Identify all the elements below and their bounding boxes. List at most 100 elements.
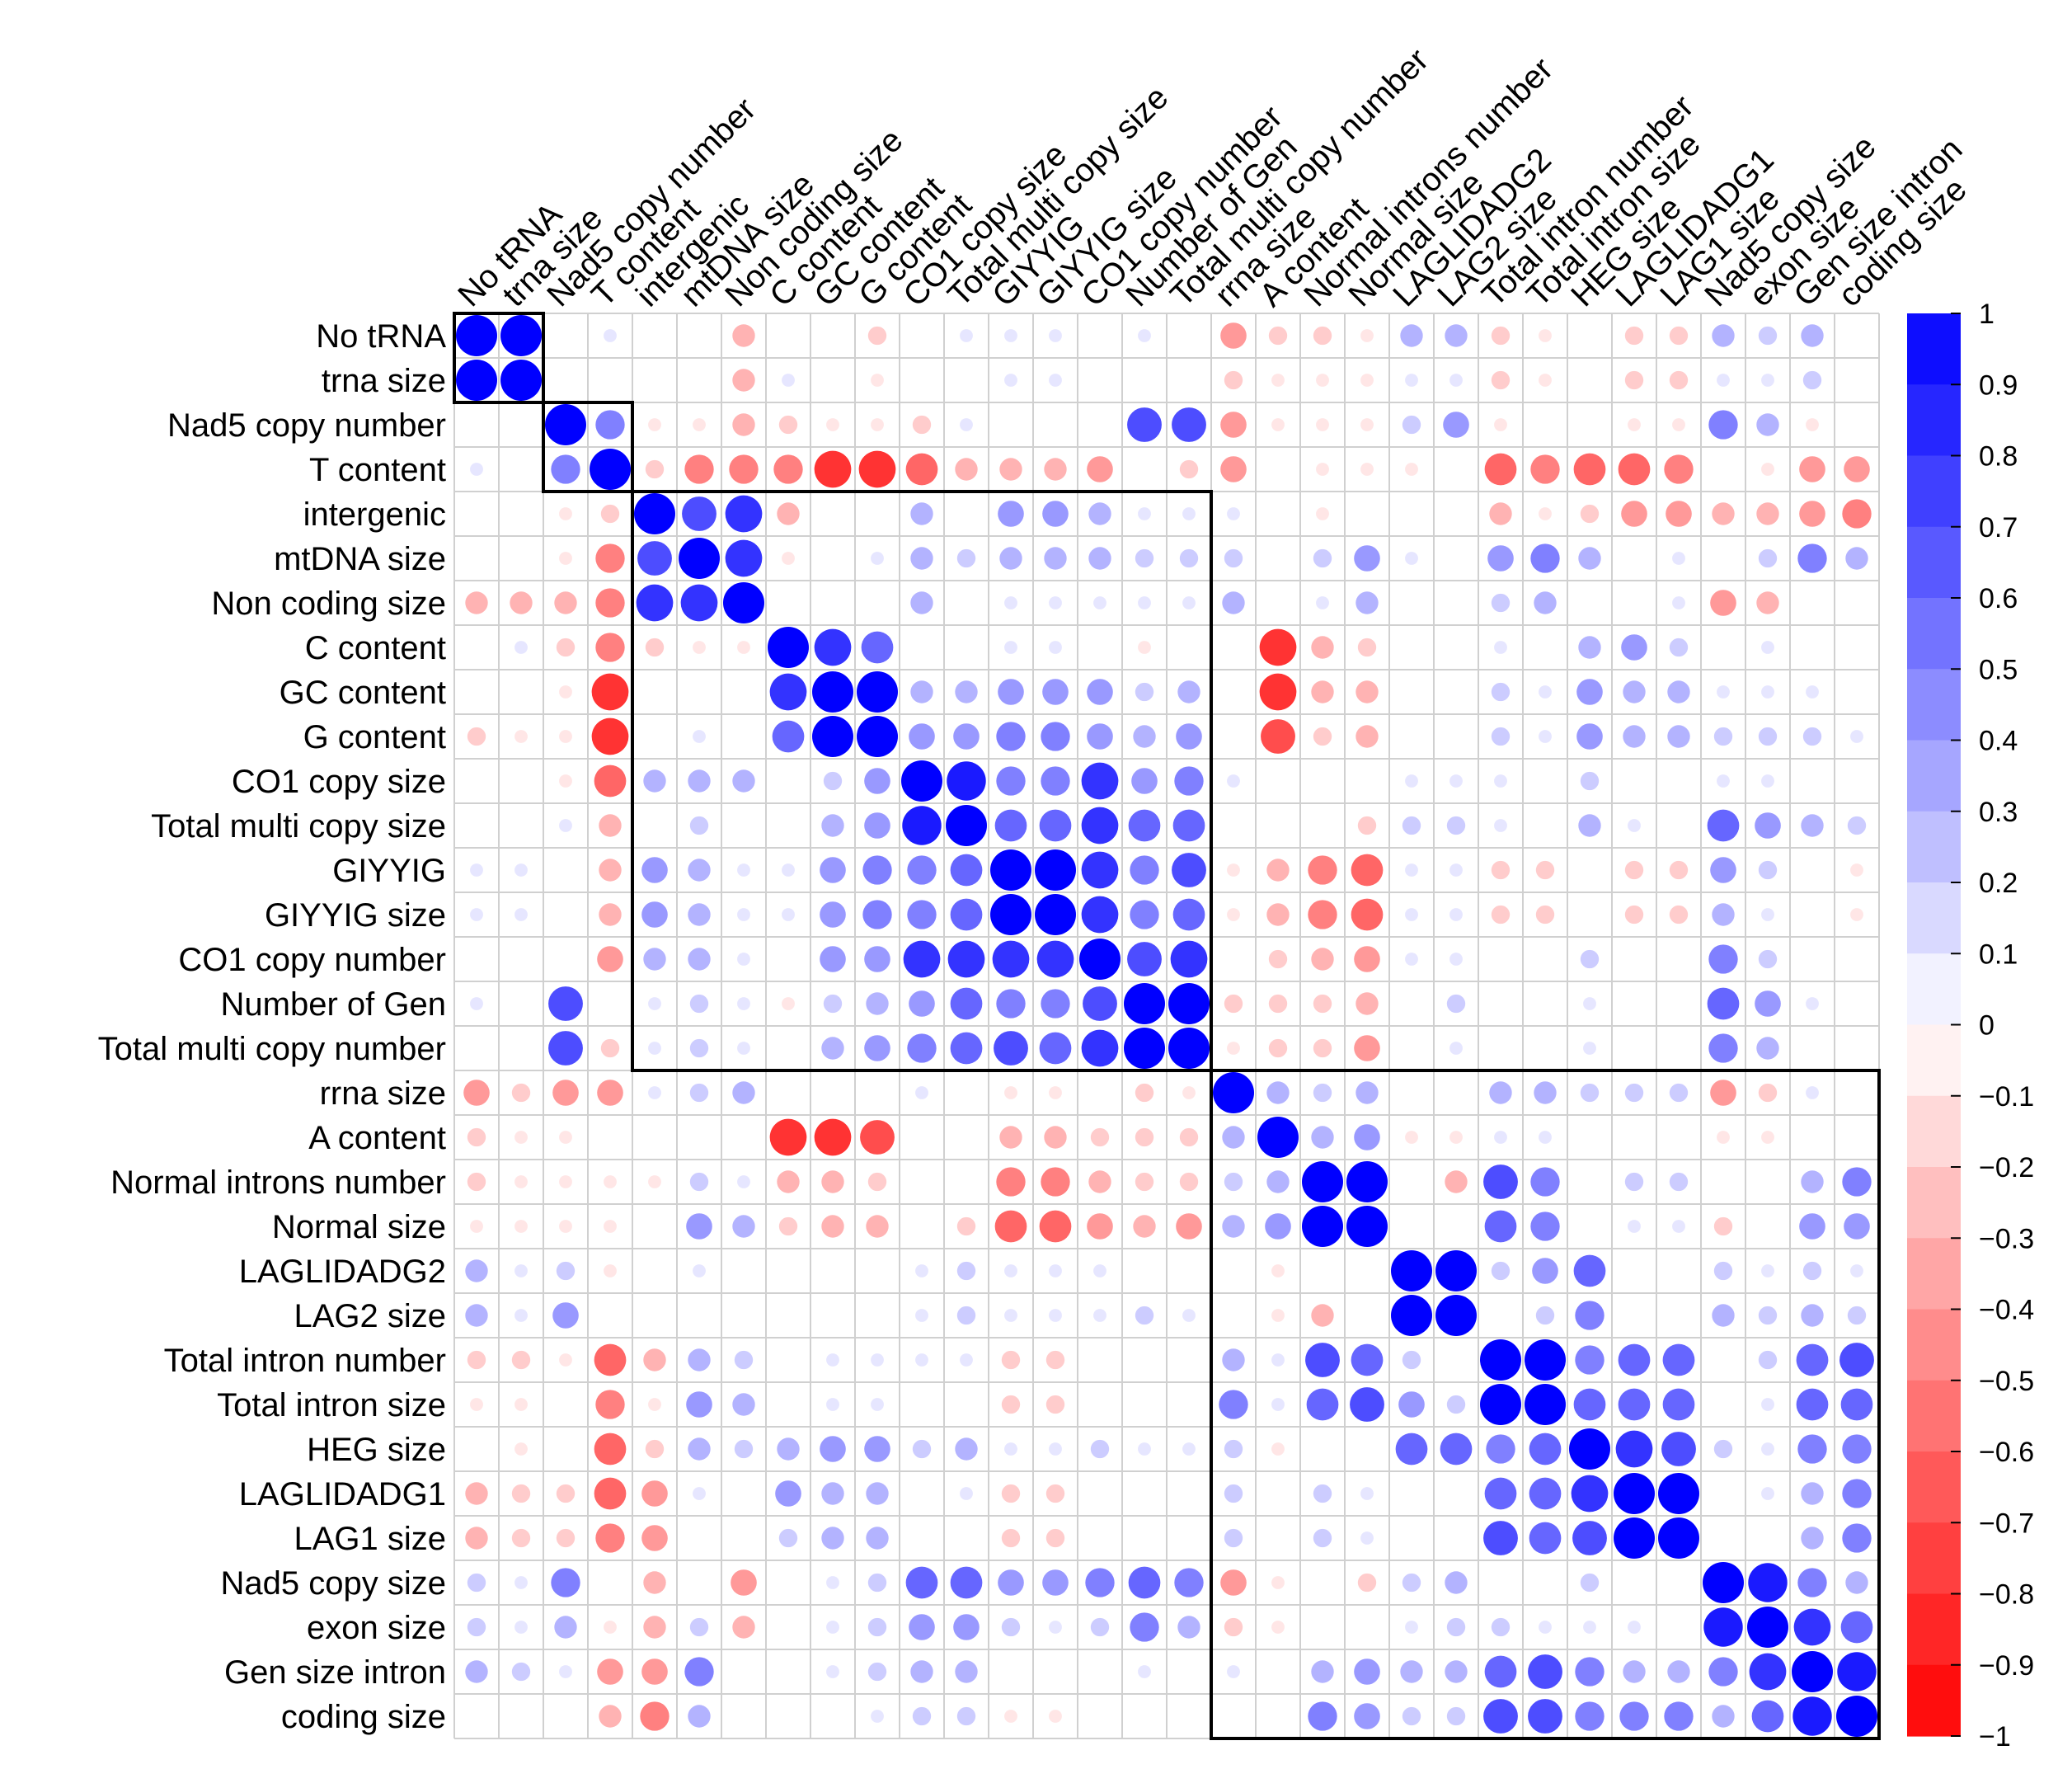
corr-circle-4-24 xyxy=(1484,453,1517,486)
corr-circle-18-23 xyxy=(1454,1090,1459,1095)
corr-circle-3-4 xyxy=(595,410,625,440)
corr-circle-12-29 xyxy=(1707,809,1740,842)
corr-circle-4-32 xyxy=(1844,456,1870,482)
corr-circle-31-11 xyxy=(910,1660,933,1683)
corr-circle-15-12 xyxy=(947,940,985,978)
corr-circle-15-16 xyxy=(1127,942,1162,976)
corr-circle-2-9 xyxy=(830,378,835,383)
color-bar-tick-label: 0.8 xyxy=(1979,441,2018,473)
corr-circle-17-17 xyxy=(1168,1028,1210,1069)
corr-circle-31-13 xyxy=(1008,1669,1013,1674)
corr-circle-10-12 xyxy=(953,723,980,750)
corr-circle-21-9 xyxy=(821,1215,844,1238)
corr-circle-29-19 xyxy=(1271,1576,1285,1589)
corr-circle-13-5 xyxy=(641,857,668,883)
color-bar-segment xyxy=(1907,1451,1961,1523)
corr-circle-20-10 xyxy=(867,1172,887,1192)
corr-circle-6-15 xyxy=(1088,547,1111,570)
corr-circle-1-24 xyxy=(1491,326,1511,346)
corr-circle-29-14 xyxy=(1042,1569,1069,1596)
corr-circle-1-4 xyxy=(604,329,617,342)
corr-circle-11-11 xyxy=(901,760,942,802)
corr-circle-8-10 xyxy=(861,631,894,664)
corr-circle-20-13 xyxy=(996,1167,1026,1197)
corr-circle-12-32 xyxy=(1847,816,1867,835)
corr-circle-2-27 xyxy=(1624,370,1644,390)
corr-circle-11-26 xyxy=(1580,771,1600,791)
corr-circle-14-29 xyxy=(1712,903,1735,926)
row-label: LAGLIDADG1 xyxy=(239,1476,446,1513)
corr-circle-19-26 xyxy=(1587,1135,1592,1140)
corr-circle-2-4 xyxy=(608,378,613,383)
corr-circle-7-10 xyxy=(875,600,880,605)
corr-circle-29-25 xyxy=(1543,1580,1548,1585)
corr-circle-9-1 xyxy=(474,689,479,694)
corr-circle-9-24 xyxy=(1491,682,1511,702)
color-bar-tick-label: −0.2 xyxy=(1979,1152,2034,1183)
corr-circle-26-24 xyxy=(1486,1434,1515,1464)
corr-circle-31-24 xyxy=(1484,1655,1517,1688)
corr-circle-2-25 xyxy=(1539,374,1552,387)
corr-circle-11-1 xyxy=(474,779,479,783)
corr-circle-19-27 xyxy=(1632,1135,1637,1140)
corr-circle-29-15 xyxy=(1085,1568,1115,1597)
corr-circle-30-20 xyxy=(1320,1625,1325,1630)
corr-circle-28-13 xyxy=(1001,1528,1021,1548)
corr-circle-7-5 xyxy=(636,584,674,622)
corr-circle-6-5 xyxy=(637,541,672,576)
corr-circle-11-6 xyxy=(688,769,711,793)
corr-circle-18-22 xyxy=(1409,1090,1414,1095)
corr-circle-31-21 xyxy=(1354,1658,1380,1685)
corr-circle-25-8 xyxy=(786,1402,791,1407)
corr-circle-31-22 xyxy=(1400,1660,1423,1683)
color-bar-segment xyxy=(1907,1664,1961,1737)
corr-circle-17-31 xyxy=(1810,1046,1815,1051)
corr-circle-18-5 xyxy=(648,1086,661,1099)
row-label: Total multi copy number xyxy=(98,1031,446,1067)
corr-circle-17-25 xyxy=(1543,1046,1548,1051)
corr-circle-10-3 xyxy=(559,730,572,743)
corr-circle-27-24 xyxy=(1484,1477,1517,1510)
corr-circle-26-12 xyxy=(955,1437,978,1461)
color-bar-segment xyxy=(1907,740,1961,812)
corr-circle-18-21 xyxy=(1355,1081,1379,1104)
corr-circle-5-17 xyxy=(1182,507,1196,520)
corr-circle-8-21 xyxy=(1357,637,1377,657)
corr-circle-27-9 xyxy=(821,1482,844,1505)
corr-circle-14-15 xyxy=(1081,896,1119,934)
corr-circle-26-21 xyxy=(1365,1447,1370,1451)
corr-circle-25-28 xyxy=(1662,1388,1695,1421)
corr-circle-10-23 xyxy=(1454,734,1459,739)
corr-circle-6-27 xyxy=(1632,556,1637,561)
corr-circle-8-15 xyxy=(1097,645,1102,650)
corr-circle-23-8 xyxy=(786,1313,791,1318)
corr-circle-14-16 xyxy=(1130,900,1159,929)
corr-circle-11-10 xyxy=(864,768,890,794)
corr-circle-28-16 xyxy=(1142,1536,1147,1541)
corr-circle-27-16 xyxy=(1142,1491,1147,1496)
corr-circle-4-11 xyxy=(905,453,938,486)
corr-circle-28-11 xyxy=(919,1536,924,1541)
row-label: GC content xyxy=(280,675,446,711)
corr-circle-4-30 xyxy=(1761,463,1774,476)
corr-circle-27-14 xyxy=(1045,1484,1065,1503)
corr-circle-26-18 xyxy=(1224,1439,1243,1459)
corr-circle-18-31 xyxy=(1806,1086,1819,1099)
corr-circle-23-16 xyxy=(1135,1306,1154,1325)
corr-circle-23-1 xyxy=(465,1304,488,1327)
corr-circle-21-23 xyxy=(1454,1224,1459,1229)
corr-circle-10-20 xyxy=(1313,727,1332,746)
corr-circle-16-11 xyxy=(909,990,935,1017)
corr-circle-15-20 xyxy=(1311,948,1334,971)
corr-circle-7-32 xyxy=(1854,600,1859,605)
corr-circle-8-11 xyxy=(919,645,924,650)
color-bar-tick-label: 0.5 xyxy=(1979,654,2018,685)
corr-circle-30-30 xyxy=(1747,1607,1788,1648)
corr-circle-26-17 xyxy=(1182,1442,1196,1456)
corr-circle-20-17 xyxy=(1179,1172,1199,1192)
corr-circle-1-6 xyxy=(697,333,702,338)
row-label: No tRNA xyxy=(316,318,446,355)
corr-circle-23-25 xyxy=(1535,1306,1555,1325)
corr-circle-18-14 xyxy=(1049,1086,1062,1099)
corr-circle-15-14 xyxy=(1036,940,1074,978)
